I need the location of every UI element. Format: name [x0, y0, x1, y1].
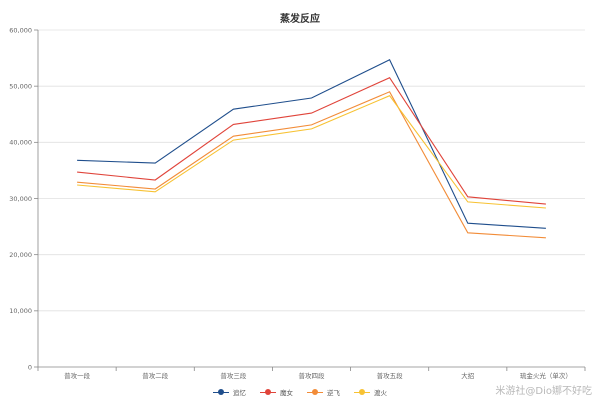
y-tick-label: 10,000 [9, 307, 32, 315]
x-tick-label: 大招 [461, 371, 474, 380]
x-tick-label: 普攻二段 [142, 371, 169, 380]
axes: 0 10,000 20,000 30,000 40,000 50,000 60,000 普攻一… [9, 26, 586, 380]
legend-label: 追忆 [233, 389, 246, 397]
legend-marker-icon [260, 388, 276, 396]
legend-item[interactable]: 渡火 [354, 387, 387, 397]
legend-item[interactable]: 魔女 [260, 387, 293, 397]
legend-item[interactable]: 逆飞 [307, 387, 340, 397]
series-line [77, 77, 546, 205]
legend-marker-icon [354, 388, 370, 396]
series-line [77, 91, 546, 239]
series-lines [77, 59, 546, 239]
y-tick-label: 20,000 [9, 251, 32, 259]
y-tick-label: 50,000 [9, 82, 32, 90]
y-tick-label: 40,000 [9, 139, 32, 147]
legend-item[interactable]: 追忆 [213, 387, 246, 397]
legend-label: 魔女 [280, 389, 293, 397]
watermark: 米游社@Dio娜不好吃 [495, 386, 592, 397]
legend-marker-icon [213, 388, 229, 396]
x-tick-label: 普攻三段 [220, 371, 247, 380]
y-tick-label: 60,000 [9, 26, 32, 34]
x-tick-label: 普攻一段 [64, 371, 91, 380]
legend-marker-icon [307, 388, 323, 396]
y-tick-label: 30,000 [9, 195, 32, 203]
x-tick-label: 普攻五段 [377, 371, 404, 380]
grid-lines [38, 29, 585, 312]
x-tick-label: 琉金火光（单次） [520, 371, 572, 380]
legend-label: 逆飞 [327, 389, 340, 397]
chart-title: 蒸发反应 [280, 14, 320, 25]
series-line [77, 59, 546, 229]
series-line [77, 95, 546, 209]
y-tick-label: 0 [28, 363, 32, 371]
x-tick-label: 普攻四段 [299, 371, 326, 380]
legend-label: 渡火 [374, 389, 387, 397]
legend: 追忆 魔女 逆飞 渡火 [0, 387, 600, 397]
